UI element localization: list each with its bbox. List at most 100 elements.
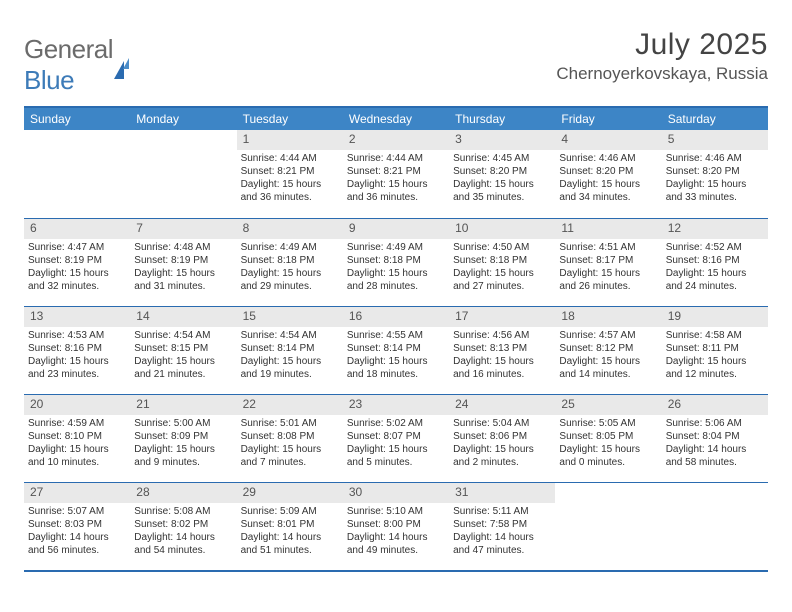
daylight-line: Daylight: 15 hours and 36 minutes. [241,178,339,204]
daylight-line: Daylight: 15 hours and 34 minutes. [559,178,657,204]
sunset-line: Sunset: 8:21 PM [347,165,445,178]
day-header: Sunday [24,108,130,130]
day-cell: 7Sunrise: 4:48 AMSunset: 8:19 PMDaylight… [130,219,236,306]
sunset-line: Sunset: 8:03 PM [28,518,126,531]
day-cell: 25Sunrise: 5:05 AMSunset: 8:05 PMDayligh… [555,395,661,482]
sunrise-line: Sunrise: 5:07 AM [28,505,126,518]
day-cell: 13Sunrise: 4:53 AMSunset: 8:16 PMDayligh… [24,307,130,394]
day-number: 11 [555,219,661,239]
week-row: 13Sunrise: 4:53 AMSunset: 8:16 PMDayligh… [24,306,768,394]
sunset-line: Sunset: 8:12 PM [559,342,657,355]
daylight-line: Daylight: 15 hours and 26 minutes. [559,267,657,293]
sunset-line: Sunset: 8:08 PM [241,430,339,443]
day-number: 1 [237,130,343,150]
daylight-line: Daylight: 15 hours and 9 minutes. [134,443,232,469]
sunset-line: Sunset: 8:17 PM [559,254,657,267]
sunset-line: Sunset: 8:18 PM [347,254,445,267]
day-cell: 6Sunrise: 4:47 AMSunset: 8:19 PMDaylight… [24,219,130,306]
sunrise-line: Sunrise: 5:10 AM [347,505,445,518]
sunrise-line: Sunrise: 4:54 AM [241,329,339,342]
sunset-line: Sunset: 8:02 PM [134,518,232,531]
day-number: 31 [449,483,555,503]
daylight-line: Daylight: 14 hours and 49 minutes. [347,531,445,557]
logo-text: General Blue [24,34,129,96]
sunset-line: Sunset: 8:14 PM [241,342,339,355]
day-cell: 9Sunrise: 4:49 AMSunset: 8:18 PMDaylight… [343,219,449,306]
day-header: Monday [130,108,236,130]
sunset-line: Sunset: 8:09 PM [134,430,232,443]
empty-cell [555,483,661,570]
logo-text-2: Blue [24,65,74,95]
day-header: Wednesday [343,108,449,130]
daylight-line: Daylight: 15 hours and 10 minutes. [28,443,126,469]
daylight-line: Daylight: 15 hours and 31 minutes. [134,267,232,293]
day-cell: 27 Sunrise: 5:07 AMSunset: 8:03 PMDayligh… [24,483,130,570]
daylight-line: Daylight: 15 hours and 19 minutes. [241,355,339,381]
day-cell: 10Sunrise: 4:50 AMSunset: 8:18 PMDayligh… [449,219,555,306]
calendar-page: General Blue July 2025 Chernoyerkovskaya… [0,0,792,582]
sunrise-line: Sunrise: 4:44 AM [241,152,339,165]
calendar: SundayMondayTuesdayWednesdayThursdayFrid… [24,106,768,572]
sunrise-line: Sunrise: 5:06 AM [666,417,764,430]
day-number: 17 [449,307,555,327]
daylight-line: Daylight: 15 hours and 36 minutes. [347,178,445,204]
day-number: 20 [24,395,130,415]
day-number: 19 [662,307,768,327]
day-header: Tuesday [237,108,343,130]
daylight-line: Daylight: 14 hours and 56 minutes. [28,531,126,557]
sunset-line: Sunset: 8:16 PM [666,254,764,267]
day-cell: 26Sunrise: 5:06 AMSunset: 8:04 PMDayligh… [662,395,768,482]
sunrise-line: Sunrise: 5:09 AM [241,505,339,518]
day-number: 13 [24,307,130,327]
daylight-line: Daylight: 14 hours and 51 minutes. [241,531,339,557]
day-number: 6 [24,219,130,239]
sunrise-line: Sunrise: 4:49 AM [241,241,339,254]
sunrise-line: Sunrise: 4:45 AM [453,152,551,165]
sunset-line: Sunset: 8:21 PM [241,165,339,178]
day-number: 4 [555,130,661,150]
daylight-line: Daylight: 15 hours and 12 minutes. [666,355,764,381]
day-cell: 11Sunrise: 4:51 AMSunset: 8:17 PMDayligh… [555,219,661,306]
sunset-line: Sunset: 8:05 PM [559,430,657,443]
day-cell: 29Sunrise: 5:09 AMSunset: 8:01 PMDayligh… [237,483,343,570]
day-number: 5 [662,130,768,150]
day-cell: 15Sunrise: 4:54 AMSunset: 8:14 PMDayligh… [237,307,343,394]
sunset-line: Sunset: 8:11 PM [666,342,764,355]
daylight-line: Daylight: 15 hours and 29 minutes. [241,267,339,293]
daylight-line: Daylight: 14 hours and 58 minutes. [666,443,764,469]
sunset-line: Sunset: 8:20 PM [559,165,657,178]
day-number: 9 [343,219,449,239]
day-number: 14 [130,307,236,327]
day-cell: 23Sunrise: 5:02 AMSunset: 8:07 PMDayligh… [343,395,449,482]
sunset-line: Sunset: 7:58 PM [453,518,551,531]
daylight-line: Daylight: 15 hours and 7 minutes. [241,443,339,469]
sunset-line: Sunset: 8:20 PM [453,165,551,178]
day-cell: 28Sunrise: 5:08 AMSunset: 8:02 PMDayligh… [130,483,236,570]
daylight-line: Daylight: 14 hours and 47 minutes. [453,531,551,557]
sunrise-line: Sunrise: 4:48 AM [134,241,232,254]
logo-text-1: General [24,34,113,64]
sunrise-line: Sunrise: 4:56 AM [453,329,551,342]
header: General Blue July 2025 Chernoyerkovskaya… [24,28,768,96]
sunrise-line: Sunrise: 5:11 AM [453,505,551,518]
day-cell: 17 Sunrise: 4:56 AMSunset: 8:13 PMDayligh… [449,307,555,394]
week-row: 6Sunrise: 4:47 AMSunset: 8:19 PMDaylight… [24,218,768,306]
day-number: 27 [24,483,130,503]
sunrise-line: Sunrise: 4:59 AM [28,417,126,430]
sunset-line: Sunset: 8:10 PM [28,430,126,443]
day-cell: 21Sunrise: 5:00 AMSunset: 8:09 PMDayligh… [130,395,236,482]
weeks-container: 1Sunrise: 4:44 AMSunset: 8:21 PMDaylight… [24,130,768,570]
sunset-line: Sunset: 8:13 PM [453,342,551,355]
day-number: 10 [449,219,555,239]
sunrise-line: Sunrise: 4:55 AM [347,329,445,342]
day-header: Friday [555,108,661,130]
day-cell: 8Sunrise: 4:49 AMSunset: 8:18 PMDaylight… [237,219,343,306]
daylight-line: Daylight: 15 hours and 21 minutes. [134,355,232,381]
sunrise-line: Sunrise: 4:50 AM [453,241,551,254]
daylight-line: Daylight: 15 hours and 16 minutes. [453,355,551,381]
day-number: 25 [555,395,661,415]
sunset-line: Sunset: 8:07 PM [347,430,445,443]
day-header: Saturday [662,108,768,130]
day-cell: 2Sunrise: 4:44 AMSunset: 8:21 PMDaylight… [343,130,449,218]
daylight-line: Daylight: 15 hours and 2 minutes. [453,443,551,469]
